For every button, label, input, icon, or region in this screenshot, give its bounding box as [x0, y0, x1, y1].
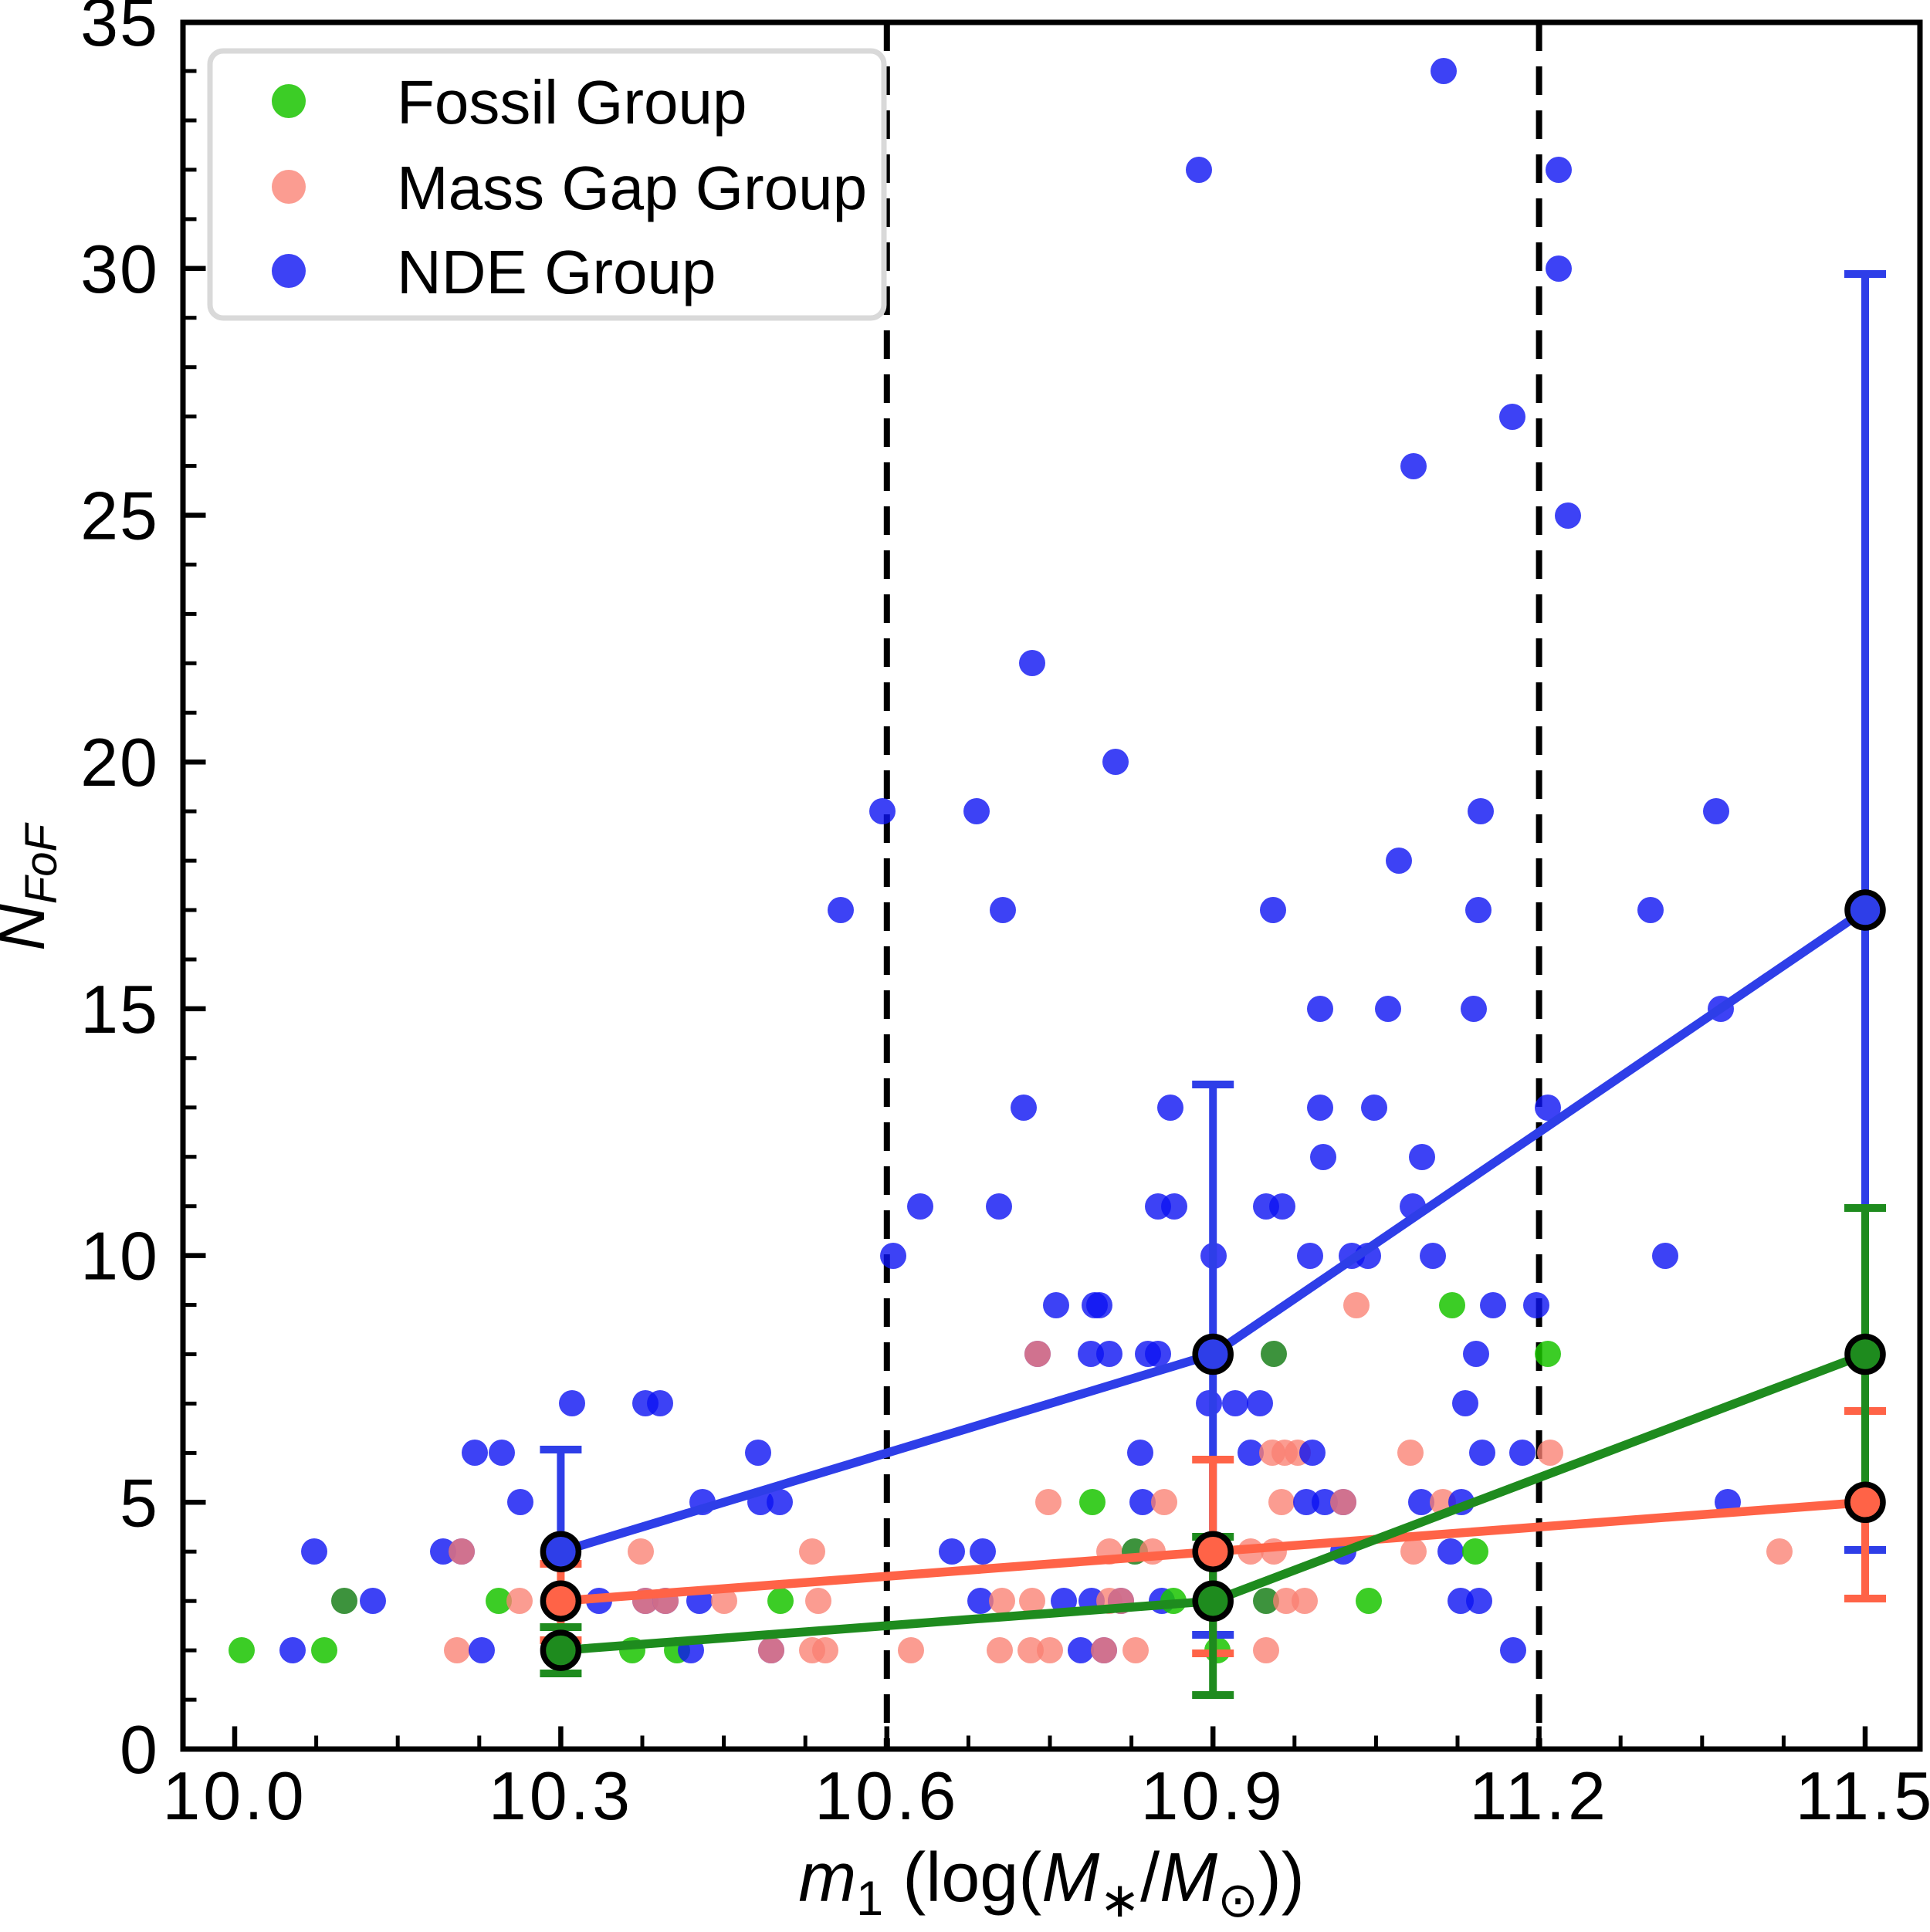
svg-text:20: 20 — [80, 724, 159, 800]
svg-text:25: 25 — [80, 478, 159, 554]
svg-text:10.0: 10.0 — [162, 1758, 306, 1834]
svg-text:0: 0 — [120, 1711, 159, 1788]
svg-text:11.5: 11.5 — [1796, 1758, 1930, 1834]
svg-text:NDE Group: NDE Group — [397, 238, 716, 306]
svg-text:11.2: 11.2 — [1469, 1758, 1609, 1834]
svg-text:15: 15 — [80, 971, 159, 1047]
svg-text:10.9: 10.9 — [1141, 1758, 1285, 1834]
svg-text:10.6: 10.6 — [814, 1758, 959, 1834]
svg-text:m1 (log(M∗/M⊙)): m1 (log(M∗/M⊙)) — [798, 1839, 1305, 1927]
svg-text:Fossil Group: Fossil Group — [397, 68, 747, 137]
svg-text:10.3: 10.3 — [489, 1758, 633, 1834]
svg-text:Mass Gap Group: Mass Gap Group — [397, 154, 867, 222]
svg-text:30: 30 — [80, 231, 159, 307]
svg-text:10: 10 — [80, 1218, 159, 1294]
svg-text:5: 5 — [120, 1464, 159, 1541]
svg-text:35: 35 — [80, 0, 159, 60]
svg-text:NFoF: NFoF — [0, 822, 66, 951]
